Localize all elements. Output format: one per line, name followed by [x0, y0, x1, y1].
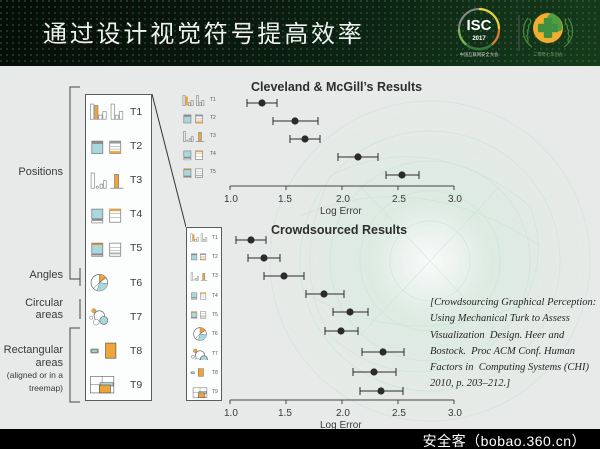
svg-text:2017: 2017: [472, 36, 486, 42]
svg-text:ISC: ISC: [466, 17, 491, 34]
svg-text:中国互联网安全大会: 中国互联网安全大会: [460, 51, 499, 58]
svg-text:二零零七年创办: 二零零七年创办: [533, 51, 564, 58]
